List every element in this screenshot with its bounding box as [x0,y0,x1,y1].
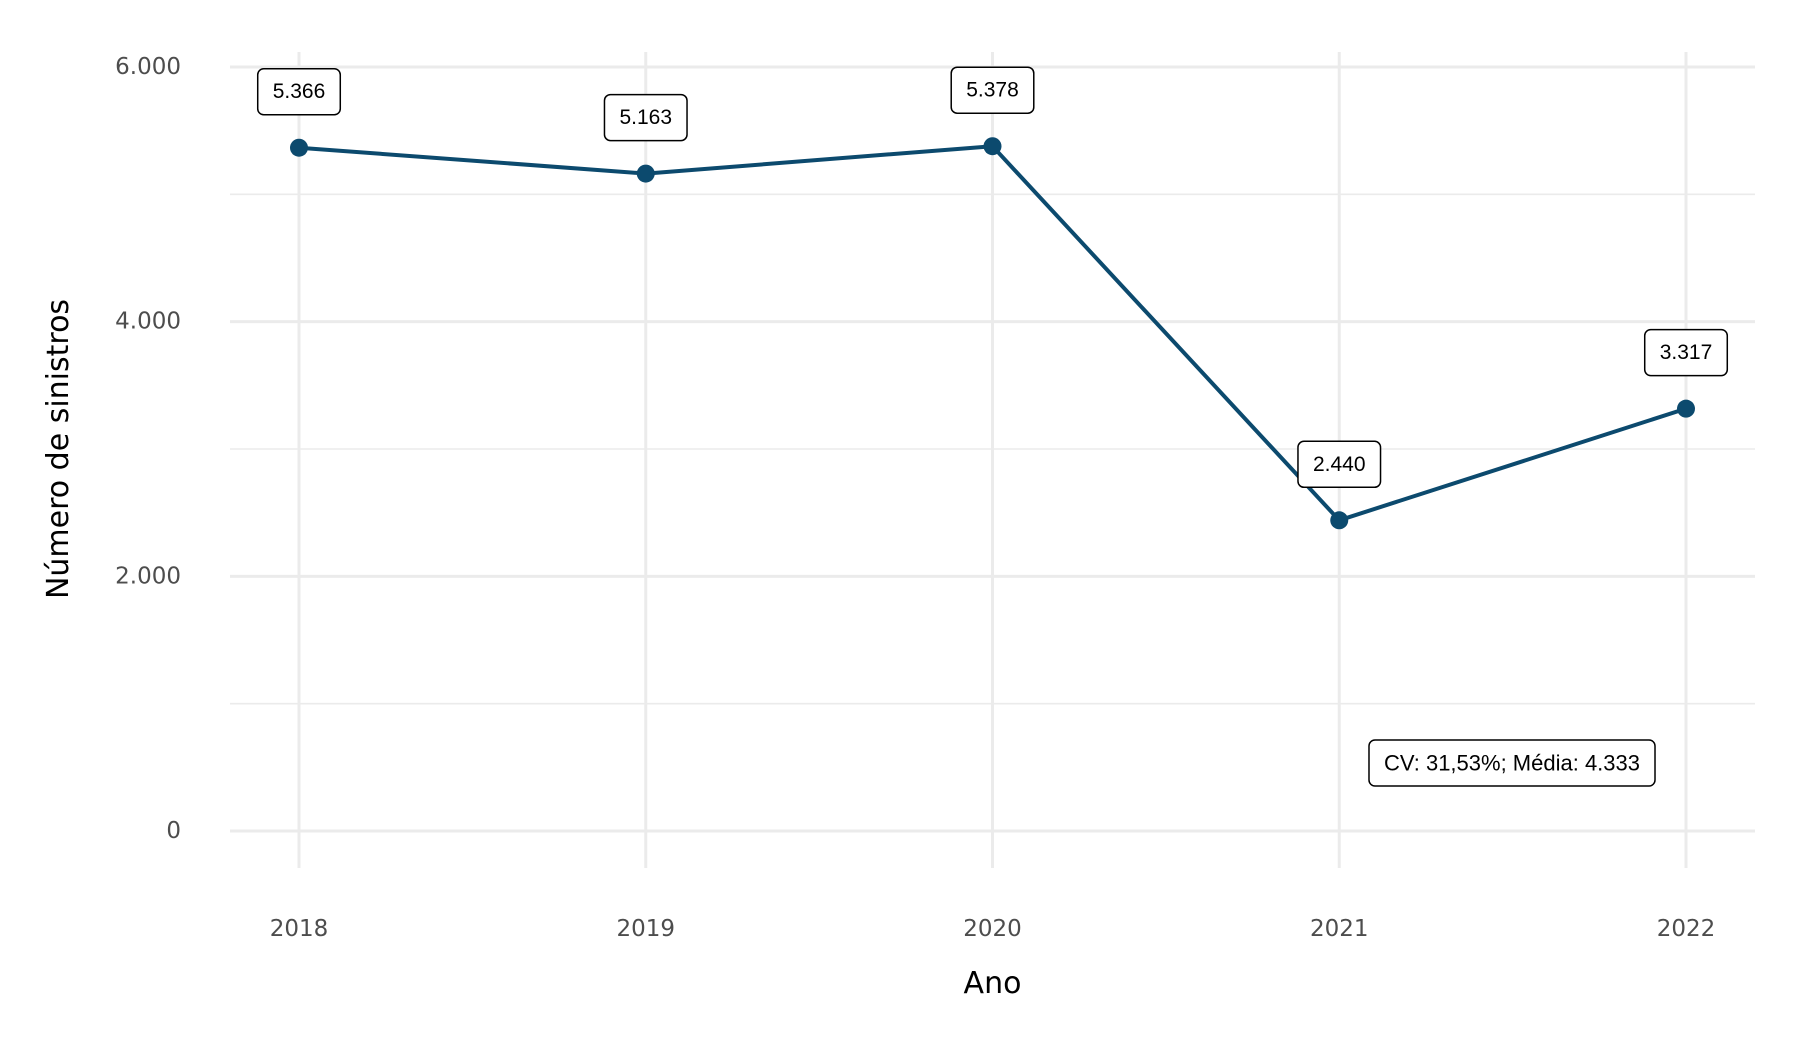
y-tick-label: 6.000 [115,54,181,80]
data-point [1677,399,1695,418]
y-axis-title: Número de sinistros [41,299,76,599]
y-tick-label: 2.000 [115,563,181,589]
x-tick-label: 2022 [1657,916,1716,942]
summary-annotation: CV: 31,53%; Média: 4.333 [1368,739,1656,787]
y-tick-label: 4.000 [115,309,181,335]
data-point [1330,511,1349,530]
data-label-box [256,67,342,116]
data-label-box [1643,328,1729,377]
data-point [290,138,308,157]
summary-annotation-text: CV: 31,53%; Média: 4.333 [1384,751,1640,776]
data-label-box [1297,440,1382,489]
data-label-text: 2.440 [1313,453,1366,476]
data-point [636,164,655,183]
data-label-text: 3.317 [1660,341,1713,364]
major-gridlines [230,52,1755,868]
data-label: 5.366 [256,67,342,116]
x-tick-label: 2020 [963,916,1022,942]
x-axis-tick-labels: 2018 2019 2020 2021 2022 [270,916,1716,942]
x-tick-label: 2018 [270,916,329,942]
x-tick-label: 2021 [1310,916,1369,942]
data-label-text: 5.366 [273,80,326,103]
x-axis-title: Ano [964,966,1022,1001]
series-line-group [290,137,1695,530]
data-label: 3.317 [1643,328,1729,377]
data-label-text: 5.378 [966,79,1019,102]
data-label: 5.378 [950,66,1035,114]
x-tick-label: 2019 [616,916,675,942]
data-point [983,137,1002,156]
data-label-group: 5.366 5.163 5.378 2.440 3.317 [256,66,1729,489]
summary-annotation-box [1368,739,1656,787]
y-tick-label: 0 [166,818,181,844]
data-label-box [950,66,1035,114]
data-label-text: 5.163 [619,106,672,129]
data-label-box [603,93,688,142]
data-label: 2.440 [1297,440,1382,489]
y-axis-tick-labels: 0 2.000 4.000 6.000 [115,54,181,844]
data-label: 5.163 [603,93,688,142]
